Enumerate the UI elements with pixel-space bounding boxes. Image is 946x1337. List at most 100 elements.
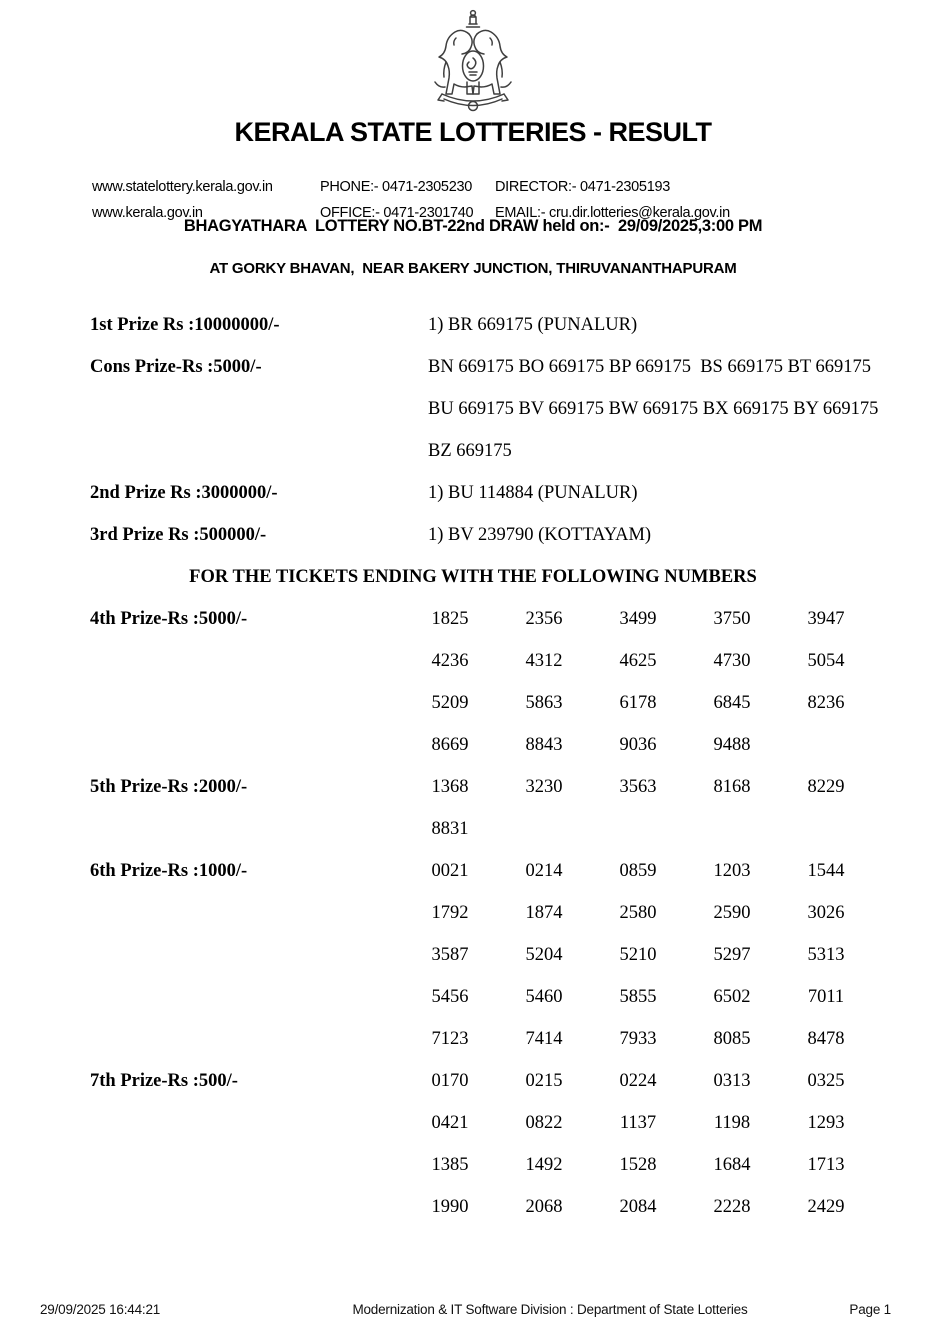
ending-number: 1492 xyxy=(525,1154,563,1175)
footer-timestamp: 29/09/2025 16:44:21 xyxy=(40,1302,161,1317)
ending-number: 3026 xyxy=(807,902,845,923)
email-address: EMAIL:- cru.dir.lotteries@kerala.gov.in xyxy=(495,205,730,221)
prize-label-5th: 5th Prize-Rs :2000/- xyxy=(90,776,248,797)
ending-prize-row: 4th Prize-Rs :5000/- 1825 2356 3499 3750… xyxy=(0,598,946,640)
ending-number: 1990 xyxy=(431,1196,469,1217)
ending-number: 1713 xyxy=(807,1154,845,1175)
office-number: OFFICE:- 0471-2301740 xyxy=(320,205,474,221)
footer-page-number: Page 1 xyxy=(849,1302,891,1317)
ending-number: 7123 xyxy=(431,1028,469,1049)
ending-number: 5855 xyxy=(619,986,657,1007)
kerala-government-emblem-icon xyxy=(423,8,523,119)
ending-number: 1792 xyxy=(431,902,469,923)
ending-number: 0214 xyxy=(525,860,563,881)
ending-number: 3563 xyxy=(619,776,657,797)
website-statelottery: www.statelottery.kerala.gov.in xyxy=(92,179,273,195)
prize-value-cons-line3: BZ 669175 xyxy=(428,440,512,461)
ending-number: 5863 xyxy=(525,692,563,713)
ending-number: 0170 xyxy=(431,1070,469,1091)
prize-row-cons-cont: BZ 669175 xyxy=(0,430,946,472)
ending-number: 5456 xyxy=(431,986,469,1007)
ending-number: 1203 xyxy=(713,860,751,881)
venue-line: AT GORKY BHAVAN, NEAR BAKERY JUNCTION, T… xyxy=(209,260,737,277)
page-footer: 29/09/2025 16:44:21 Modernization & IT S… xyxy=(0,1298,946,1322)
ending-number: 2429 xyxy=(807,1196,845,1217)
ending-number: 5054 xyxy=(807,650,845,671)
ending-number: 0822 xyxy=(525,1112,563,1133)
ending-number: 2084 xyxy=(619,1196,657,1217)
director-number: DIRECTOR:- 0471-2305193 xyxy=(495,179,670,195)
ending-number: 1544 xyxy=(807,860,845,881)
ending-prize-row: 0421 0822 1137 1198 1293 xyxy=(0,1102,946,1144)
section-heading: FOR THE TICKETS ENDING WITH THE FOLLOWIN… xyxy=(189,567,757,587)
ending-number: 5204 xyxy=(525,944,563,965)
ending-number: 1385 xyxy=(431,1154,469,1175)
ending-number: 8478 xyxy=(807,1028,845,1049)
ending-number: 7933 xyxy=(619,1028,657,1049)
prize-value-cons-line1: BN 669175 BO 669175 BP 669175 BS 669175 … xyxy=(428,356,872,377)
ending-number: 3947 xyxy=(807,608,845,629)
ending-prize-row: 7th Prize-Rs :500/- 0170 0215 0224 0313 … xyxy=(0,1060,946,1102)
ending-number: 3499 xyxy=(619,608,657,629)
ending-number: 2356 xyxy=(525,608,563,629)
ending-prize-row: 5th Prize-Rs :2000/- 1368 3230 3563 8168… xyxy=(0,766,946,808)
ending-number: 2228 xyxy=(713,1196,751,1217)
ending-number: 3750 xyxy=(713,608,751,629)
ending-number: 4730 xyxy=(713,650,751,671)
ending-number: 6502 xyxy=(713,986,751,1007)
ending-number: 2580 xyxy=(619,902,657,923)
contact-block: www.statelottery.kerala.gov.in PHONE:- 0… xyxy=(92,174,892,226)
ending-number: 1825 xyxy=(431,608,469,629)
ending-number: 6178 xyxy=(619,692,657,713)
ending-prize-row: 1385 1492 1528 1684 1713 xyxy=(0,1144,946,1186)
page-title: KERALA STATE LOTTERIES - RESULT xyxy=(234,117,713,147)
ending-number: 1684 xyxy=(713,1154,751,1175)
ending-prize-row: 3587 5204 5210 5297 5313 xyxy=(0,934,946,976)
ending-number: 3587 xyxy=(431,944,469,965)
ending-number: 8831 xyxy=(431,818,469,839)
prize-row-3rd: 3rd Prize Rs :500000/- 1) BV 239790 (KOT… xyxy=(0,514,946,556)
ending-number: 7011 xyxy=(807,986,845,1007)
ending-number: 9036 xyxy=(619,734,657,755)
ending-number: 0313 xyxy=(713,1070,751,1091)
contact-row-1: www.statelottery.kerala.gov.in PHONE:- 0… xyxy=(92,174,892,200)
ending-number: 9488 xyxy=(713,734,751,755)
ending-prize-row: 5209 5863 6178 6845 8236 xyxy=(0,682,946,724)
prize-row-1st: 1st Prize Rs :10000000/- 1) BR 669175 (P… xyxy=(0,304,946,346)
ending-number: 1874 xyxy=(525,902,563,923)
ending-prize-row: 7123 7414 7933 8085 8478 xyxy=(0,1018,946,1060)
ending-number: 8843 xyxy=(525,734,563,755)
ending-prize-row: 1792 1874 2580 2590 3026 xyxy=(0,892,946,934)
ending-number: 5297 xyxy=(713,944,751,965)
ending-number: 8669 xyxy=(431,734,469,755)
footer-division: Modernization & IT Software Division : D… xyxy=(352,1302,748,1317)
ending-number: 7414 xyxy=(525,1028,563,1049)
ending-prize-row: 5456 5460 5855 6502 7011 xyxy=(0,976,946,1018)
ending-prize-row: 8669 8843 9036 9488 xyxy=(0,724,946,766)
ending-number: 4236 xyxy=(431,650,469,671)
phone-number: PHONE:- 0471-2305230 xyxy=(320,179,472,195)
prize-value-2nd: 1) BU 114884 (PUNALUR) xyxy=(428,482,638,503)
prize-label-cons: Cons Prize-Rs :5000/- xyxy=(90,356,262,377)
prize-value-cons-line2: BU 669175 BV 669175 BW 669175 BX 669175 … xyxy=(428,398,879,419)
ending-number: 0215 xyxy=(525,1070,563,1091)
prize-label-7th: 7th Prize-Rs :500/- xyxy=(90,1070,238,1091)
website-kerala: www.kerala.gov.in xyxy=(92,205,203,221)
prize-label-1st: 1st Prize Rs :10000000/- xyxy=(90,314,280,335)
prize-value-3rd: 1) BV 239790 (KOTTAYAM) xyxy=(428,524,652,545)
ending-number: 5209 xyxy=(431,692,469,713)
ending-number: 4625 xyxy=(619,650,657,671)
ending-number: 2068 xyxy=(525,1196,563,1217)
ending-prize-row: 8831 xyxy=(0,808,946,850)
ending-number: 1528 xyxy=(619,1154,657,1175)
ending-number: 1137 xyxy=(619,1112,657,1133)
ending-prize-row: 6th Prize-Rs :1000/- 0021 0214 0859 1203… xyxy=(0,850,946,892)
prize-label-2nd: 2nd Prize Rs :3000000/- xyxy=(90,482,278,503)
ending-prize-row: 1990 2068 2084 2228 2429 xyxy=(0,1186,946,1228)
ending-number: 3230 xyxy=(525,776,563,797)
prize-row-2nd: 2nd Prize Rs :3000000/- 1) BU 114884 (PU… xyxy=(0,472,946,514)
prize-label-6th: 6th Prize-Rs :1000/- xyxy=(90,860,248,881)
ending-number: 5210 xyxy=(619,944,657,965)
ending-prize-row: 4236 4312 4625 4730 5054 xyxy=(0,640,946,682)
ending-number: 1368 xyxy=(431,776,469,797)
